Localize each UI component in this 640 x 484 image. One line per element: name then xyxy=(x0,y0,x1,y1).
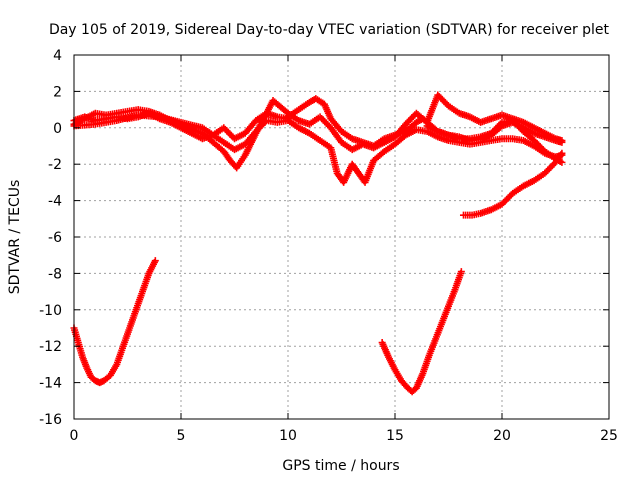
data-point xyxy=(151,257,159,265)
chart-title: Day 105 of 2019, Sidereal Day-to-day VTE… xyxy=(49,22,610,38)
data-point xyxy=(457,268,465,276)
x-tick-label: 15 xyxy=(386,428,404,444)
series-track-i xyxy=(70,257,159,387)
y-tick-label: -2 xyxy=(48,157,62,173)
data-point xyxy=(558,137,566,145)
y-tick-label: 0 xyxy=(53,121,62,137)
series-track-f xyxy=(284,117,566,186)
series-track-j xyxy=(378,268,465,396)
y-tick-label: -4 xyxy=(48,194,62,210)
y-axis-label: SDTVAR / TECUs xyxy=(7,180,23,295)
y-tick-label: -16 xyxy=(39,412,62,428)
y-tick-label: -6 xyxy=(48,230,62,246)
data-point xyxy=(557,151,565,159)
x-tick-label: 5 xyxy=(177,428,186,444)
x-tick-label: 20 xyxy=(493,428,511,444)
data-point xyxy=(558,158,566,166)
x-tick-label: 0 xyxy=(70,428,79,444)
y-tick-label: -12 xyxy=(39,339,62,355)
x-axis-label: GPS time / hours xyxy=(282,458,399,474)
y-tick-label: -14 xyxy=(39,376,62,392)
plot-data xyxy=(70,91,566,396)
series-track-c xyxy=(70,111,292,154)
y-tick-label: -10 xyxy=(39,303,62,319)
x-tick-label: 10 xyxy=(279,428,297,444)
y-tick-label: 2 xyxy=(53,84,62,100)
data-point xyxy=(558,149,566,157)
axis-ticks: 0 5 10 15 20 25 -16 -14 -12 -10 -8 -6 -4 -2 0 2 4 xyxy=(39,48,618,444)
y-tick-label: 4 xyxy=(53,48,62,64)
series-track-h xyxy=(459,149,566,219)
series-track-g xyxy=(423,117,566,166)
grid xyxy=(74,55,609,419)
x-tick-label: 25 xyxy=(600,428,618,444)
y-tick-label: -8 xyxy=(48,266,62,282)
